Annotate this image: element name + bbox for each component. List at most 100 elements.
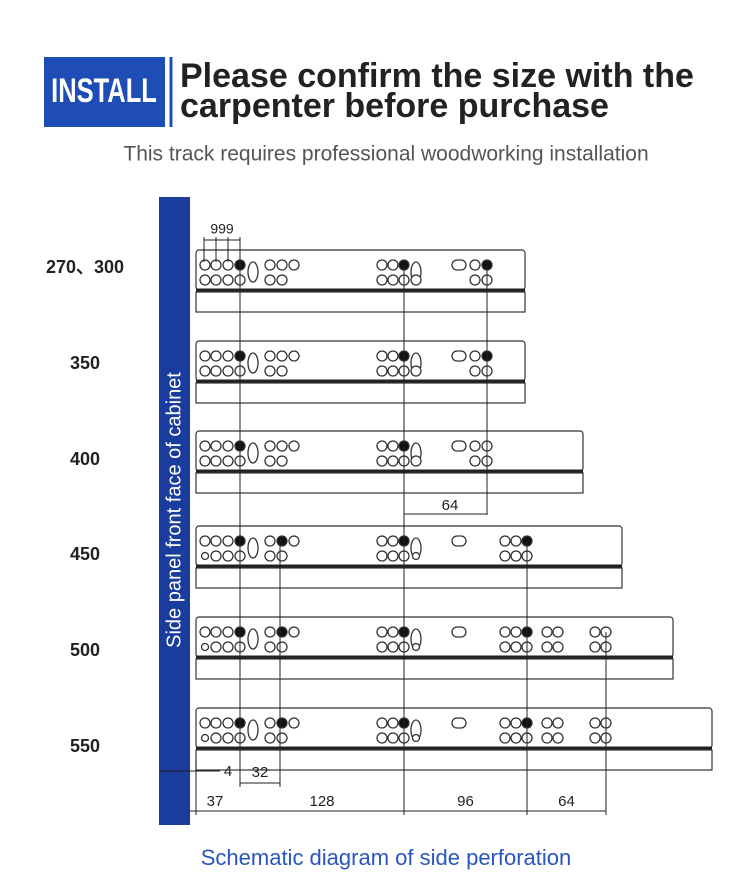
hole (222, 732, 234, 744)
hole (469, 259, 481, 271)
dimension-label: 128 (309, 793, 334, 810)
hole (222, 455, 234, 467)
hole (264, 455, 276, 467)
slot (451, 440, 467, 452)
hole (200, 551, 210, 561)
hole (387, 641, 399, 653)
slot (247, 537, 259, 559)
hole (264, 365, 276, 377)
badge: INSTALL (51, 73, 157, 111)
row-label: 270、300 (46, 257, 124, 277)
hole (222, 550, 234, 562)
hole (276, 455, 288, 467)
slot (451, 626, 467, 638)
hole (376, 455, 388, 467)
hole (411, 733, 421, 743)
hole (541, 732, 553, 744)
hole (376, 717, 388, 729)
hole (510, 717, 522, 729)
hole (499, 550, 511, 562)
rail-bottom (195, 749, 713, 771)
hole (376, 732, 388, 744)
hole (469, 440, 481, 452)
hole (264, 350, 276, 362)
hole (376, 626, 388, 638)
hole (552, 641, 564, 653)
rail-bottom (195, 382, 526, 404)
hole (552, 732, 564, 744)
slot (451, 350, 467, 362)
hole (276, 732, 288, 744)
dimension-label: 96 (457, 793, 474, 810)
row-label: 550 (70, 736, 100, 756)
hole (589, 732, 601, 744)
hole (264, 550, 276, 562)
hole (222, 350, 234, 362)
hole (387, 350, 399, 362)
hole (288, 440, 300, 452)
hole (210, 455, 222, 467)
hole (199, 350, 211, 362)
hole (264, 717, 276, 729)
hole (222, 626, 234, 638)
hole (376, 535, 388, 547)
dimension-label: 37 (207, 793, 224, 810)
dimension-label: 999 (210, 221, 234, 237)
hole (222, 365, 234, 377)
hole (510, 535, 522, 547)
hole (199, 455, 211, 467)
row-label: 500 (70, 640, 100, 660)
hole (387, 455, 399, 467)
hole (288, 626, 300, 638)
slot (451, 259, 467, 271)
hole (199, 259, 211, 271)
row-label: 400 (70, 449, 100, 469)
hole (276, 440, 288, 452)
hole (288, 350, 300, 362)
hole (499, 535, 511, 547)
hole (210, 535, 222, 547)
hole (510, 641, 522, 653)
hole (499, 732, 511, 744)
hole (199, 274, 211, 286)
hole (199, 626, 211, 638)
hole-filled (276, 535, 288, 547)
hole (376, 274, 388, 286)
side-panel (159, 197, 190, 825)
hole (410, 274, 422, 286)
hole (222, 641, 234, 653)
hole (589, 626, 601, 638)
title-line: carpenter before purchase (180, 87, 609, 125)
hole (411, 642, 421, 652)
hole (376, 641, 388, 653)
hole (288, 535, 300, 547)
rail-bottom (195, 658, 674, 680)
hole (199, 717, 211, 729)
hole (387, 535, 399, 547)
hole (387, 274, 399, 286)
hole (264, 626, 276, 638)
hole (469, 350, 481, 362)
hole (199, 365, 211, 377)
hole (510, 732, 522, 744)
hole-filled (276, 626, 288, 638)
hole (210, 365, 222, 377)
hole-filled (276, 717, 288, 729)
hole (469, 455, 481, 467)
hole (276, 641, 288, 653)
hole (288, 259, 300, 271)
rail-bottom (195, 472, 584, 494)
hole (387, 550, 399, 562)
rail-bottom (195, 567, 623, 589)
hole (210, 550, 222, 562)
hole (264, 535, 276, 547)
slot (451, 717, 467, 729)
side-label: Side panel front face of cabinet (163, 372, 185, 648)
row-label: 450 (70, 544, 100, 564)
hole (264, 641, 276, 653)
hole (499, 641, 511, 653)
subtitle: This track requires professional woodwor… (123, 143, 648, 166)
row-label: 350 (70, 353, 100, 373)
hole (200, 733, 210, 743)
